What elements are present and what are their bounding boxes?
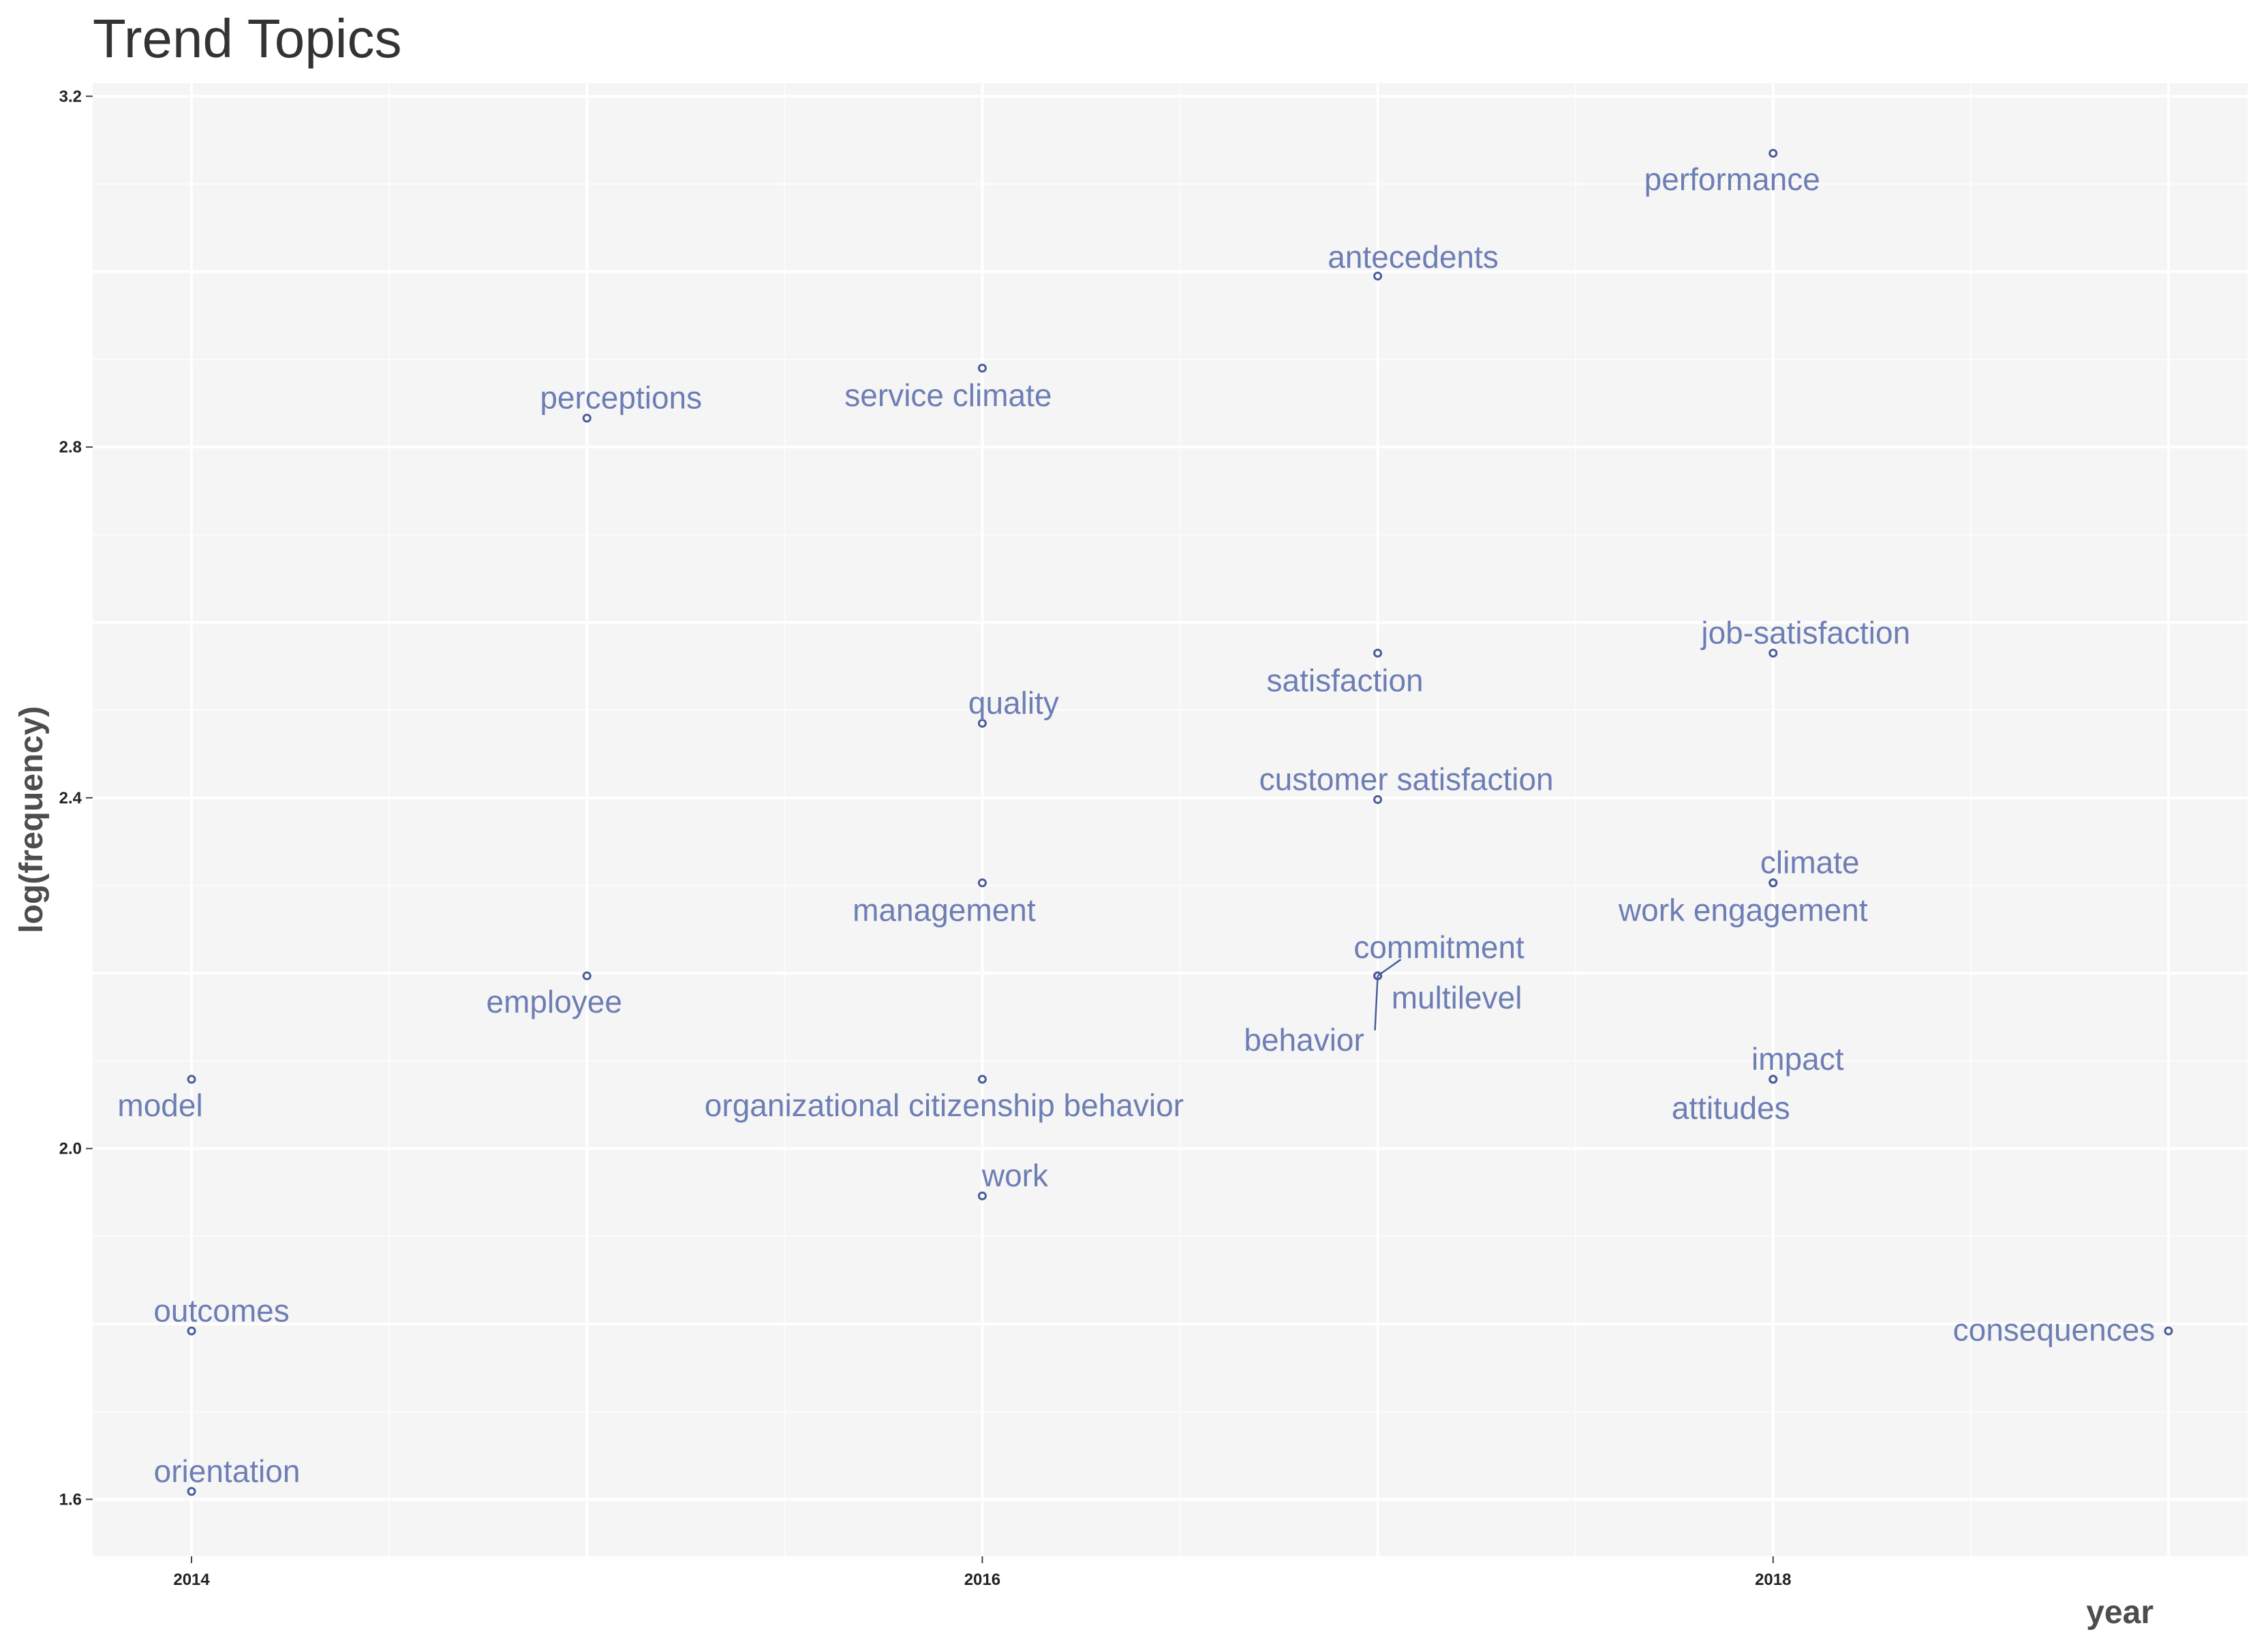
label-employee: employee bbox=[487, 984, 622, 1019]
minor-gridlines bbox=[93, 83, 2248, 1556]
point-quality bbox=[977, 718, 987, 728]
point-work-engagement bbox=[1768, 878, 1778, 888]
point-perceptions bbox=[582, 414, 592, 423]
y-tick-label: 2.4 bbox=[59, 789, 82, 807]
label-work: work bbox=[981, 1158, 1049, 1193]
label-consequences: consequences bbox=[1953, 1312, 2156, 1347]
label-leader-lines bbox=[1374, 959, 1402, 1031]
point-attitudes bbox=[1768, 1075, 1778, 1084]
label-behavior: behavior bbox=[1244, 1022, 1364, 1058]
point-work bbox=[977, 1191, 987, 1201]
y-tick-label: 2.0 bbox=[59, 1140, 82, 1158]
label-climate: climate bbox=[1760, 845, 1860, 880]
label-service-climate: service climate bbox=[844, 377, 1052, 413]
label-satisfaction: satisfaction bbox=[1267, 662, 1424, 698]
label-model: model bbox=[117, 1088, 202, 1123]
x-tick-label-2016: 2016 bbox=[964, 1571, 1000, 1589]
point-service-climate bbox=[977, 363, 987, 373]
x-tick-label-2018: 2018 bbox=[1755, 1571, 1791, 1589]
x-axis-title: year bbox=[2086, 1594, 2154, 1631]
point-consequences bbox=[2164, 1326, 2173, 1336]
point-management bbox=[977, 878, 987, 888]
point-labels: performance antecedents service climate per… bbox=[117, 161, 2155, 1489]
label-work-engagement: work engagement bbox=[1618, 893, 1868, 928]
y-tick-label: 2.8 bbox=[59, 438, 82, 457]
label-performance: performance bbox=[1644, 161, 1820, 197]
y-tick-label: 3.2 bbox=[59, 87, 82, 106]
x-axis-ticks: 2014 2016 2018 bbox=[173, 1556, 1791, 1589]
point-job-satisfaction bbox=[1768, 648, 1778, 658]
point-performance bbox=[1768, 149, 1778, 158]
label-multilevel: multilevel bbox=[1392, 980, 1522, 1015]
point-employee bbox=[582, 971, 592, 981]
leader-behavior bbox=[1374, 976, 1379, 1031]
label-quality: quality bbox=[968, 685, 1059, 720]
chart-title: Trend Topics bbox=[93, 8, 402, 69]
label-antecedents: antecedents bbox=[1328, 239, 1499, 275]
label-impact: impact bbox=[1751, 1041, 1844, 1077]
major-gridlines bbox=[93, 83, 2248, 1556]
label-orientation: orientation bbox=[154, 1453, 301, 1489]
point-behavior bbox=[1373, 971, 1383, 981]
label-perceptions: perceptions bbox=[540, 380, 702, 416]
point-orientation bbox=[187, 1487, 196, 1496]
y-axis-ticks: 1.6 2.0 2.4 2.8 3.2 bbox=[59, 87, 93, 1509]
y-axis-title: log(frequency) bbox=[14, 706, 50, 933]
label-attitudes: attitudes bbox=[1672, 1090, 1790, 1126]
label-job-satisfaction: job-satisfaction bbox=[1700, 615, 1910, 650]
point-antecedents bbox=[1373, 271, 1383, 281]
leader-commitment bbox=[1377, 959, 1402, 977]
label-commitment: commitment bbox=[1353, 929, 1524, 965]
point-outcomes bbox=[187, 1326, 196, 1336]
point-satisfaction bbox=[1373, 648, 1383, 658]
point-model bbox=[187, 1075, 196, 1084]
data-points bbox=[187, 149, 2173, 1496]
x-tick-label-2014: 2014 bbox=[173, 1571, 210, 1589]
label-customer-satisfaction: customer satisfaction bbox=[1259, 761, 1554, 797]
label-organizational-citizenship-behavior: organizational citizenship behavior bbox=[705, 1088, 1184, 1123]
label-management: management bbox=[853, 893, 1036, 928]
point-organizational-citizenship-behavior bbox=[977, 1075, 987, 1084]
y-tick-label: 1.6 bbox=[59, 1490, 82, 1509]
point-customer-satisfaction bbox=[1373, 795, 1383, 804]
label-outcomes: outcomes bbox=[153, 1293, 289, 1328]
plot-panel bbox=[93, 83, 2248, 1556]
